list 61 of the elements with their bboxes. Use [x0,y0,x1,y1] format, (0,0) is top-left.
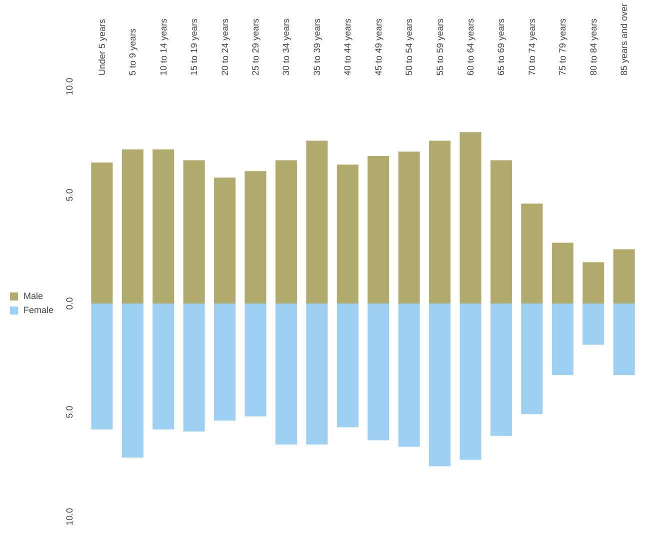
bar [244,304,266,416]
x-tick-label: 30 to 34 years [281,18,292,76]
bar [336,164,358,304]
x-tick-label: 20 to 24 years [220,18,230,76]
bar [521,204,543,304]
bar [275,304,297,445]
bar [490,304,512,436]
x-tick-label: 5 to 9 years [128,28,138,76]
bar [582,262,604,304]
x-tick-label: 45 to 49 years [373,18,384,76]
bar [183,160,205,304]
y-tick-label: 10.0 [64,508,74,526]
bar [460,304,482,460]
x-tick-label: 55 to 59 years [434,18,445,76]
bar [368,156,390,304]
legend-label: Female [23,305,54,315]
bar [613,249,635,304]
x-tick-label: 80 to 84 years [588,18,598,76]
x-tick-label: 60 to 64 years [466,18,476,76]
bar [244,171,266,304]
bar [582,304,604,345]
y-tick-label: 5.0 [64,188,74,202]
x-tick-label: 10 to 14 years [158,18,168,76]
bar [552,242,574,304]
bar [429,140,451,304]
bar [91,162,113,304]
x-tick-label: 25 to 29 years [250,18,260,76]
bar [398,304,420,447]
bar [214,178,236,304]
bar [521,304,543,414]
bar [91,304,113,430]
x-tick-label: 35 to 39 years [312,18,322,76]
bar [490,160,512,304]
bar [306,140,328,304]
bar [214,304,236,421]
x-tick-label: 40 to 44 years [342,18,353,76]
x-tick-label: 70 to 74 years [526,18,537,76]
bar [152,149,174,304]
y-tick-label: 5.0 [64,406,74,418]
bar [429,304,451,466]
bar [613,304,635,376]
x-tick-label: 50 to 54 years [404,18,414,76]
bar [152,304,174,430]
y-tick-label: 0.0 [64,297,74,310]
legend-label: Male [23,291,44,301]
x-tick-label: 75 to 79 years [558,18,568,76]
bar [306,304,328,445]
x-tick-label: 65 to 69 years [496,18,506,76]
bar [398,152,420,304]
bar [183,304,205,432]
bar [368,304,390,440]
bar [275,160,297,304]
bar [122,304,144,458]
x-tick-label: Under 5 years [96,18,107,76]
y-tick-label: 10.0 [64,78,74,96]
bar [460,132,482,304]
x-tick-label: 85 years and over [619,3,630,76]
bar [122,149,144,304]
x-tick-label: 15 to 19 years [189,18,200,76]
bar [552,304,574,376]
bar [336,304,358,428]
